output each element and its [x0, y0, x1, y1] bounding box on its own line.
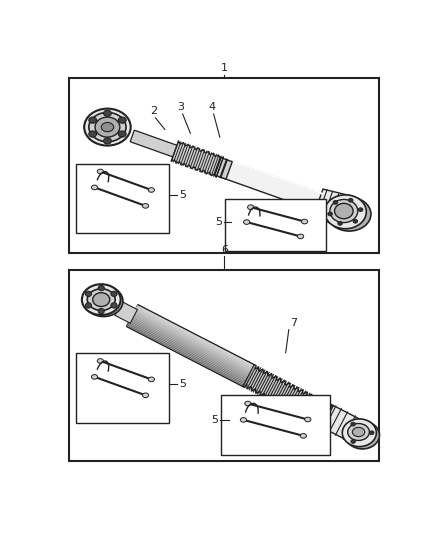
- Text: 6: 6: [221, 245, 228, 255]
- Bar: [69, 78, 379, 253]
- Ellipse shape: [97, 169, 103, 174]
- Text: 3: 3: [177, 102, 184, 112]
- Text: 4: 4: [208, 102, 215, 112]
- Ellipse shape: [93, 293, 110, 306]
- Ellipse shape: [358, 208, 363, 212]
- Polygon shape: [218, 159, 323, 212]
- Ellipse shape: [84, 286, 123, 317]
- Ellipse shape: [148, 377, 155, 382]
- Ellipse shape: [92, 375, 98, 379]
- Polygon shape: [243, 365, 333, 427]
- Ellipse shape: [330, 199, 358, 223]
- Ellipse shape: [118, 131, 126, 137]
- Ellipse shape: [89, 117, 96, 123]
- Ellipse shape: [101, 123, 113, 132]
- Ellipse shape: [148, 188, 155, 192]
- Ellipse shape: [300, 433, 307, 438]
- Polygon shape: [127, 305, 256, 387]
- Text: 1: 1: [221, 63, 228, 73]
- Ellipse shape: [87, 289, 115, 310]
- Ellipse shape: [240, 417, 247, 422]
- Ellipse shape: [84, 109, 131, 146]
- Ellipse shape: [245, 401, 251, 406]
- Ellipse shape: [82, 284, 120, 315]
- Ellipse shape: [325, 195, 366, 229]
- Bar: [221, 395, 330, 455]
- Ellipse shape: [142, 393, 148, 398]
- Ellipse shape: [342, 419, 376, 447]
- Ellipse shape: [333, 200, 338, 204]
- Ellipse shape: [346, 421, 379, 449]
- Text: 5: 5: [179, 378, 186, 389]
- Polygon shape: [214, 158, 232, 179]
- Ellipse shape: [348, 424, 369, 440]
- Ellipse shape: [85, 303, 92, 308]
- Ellipse shape: [89, 131, 96, 137]
- Ellipse shape: [92, 185, 98, 190]
- Text: 5: 5: [215, 217, 222, 227]
- Ellipse shape: [351, 422, 356, 426]
- Ellipse shape: [97, 359, 103, 364]
- Ellipse shape: [89, 112, 126, 142]
- Polygon shape: [115, 302, 138, 323]
- Ellipse shape: [142, 204, 148, 208]
- Ellipse shape: [103, 138, 111, 144]
- Ellipse shape: [297, 234, 304, 239]
- Ellipse shape: [353, 219, 358, 223]
- Ellipse shape: [103, 110, 111, 116]
- Ellipse shape: [244, 220, 250, 224]
- Text: 5: 5: [179, 190, 186, 200]
- Polygon shape: [130, 130, 179, 157]
- Bar: [77, 164, 170, 233]
- Text: 7: 7: [290, 318, 297, 328]
- Bar: [77, 353, 170, 423]
- Ellipse shape: [111, 303, 117, 308]
- Ellipse shape: [305, 417, 311, 422]
- Bar: [225, 199, 326, 251]
- Ellipse shape: [351, 440, 356, 443]
- Text: 5: 5: [211, 415, 218, 425]
- Ellipse shape: [247, 205, 254, 209]
- Ellipse shape: [111, 291, 117, 296]
- Ellipse shape: [352, 427, 365, 437]
- Ellipse shape: [338, 221, 343, 225]
- Ellipse shape: [369, 431, 374, 435]
- Ellipse shape: [118, 117, 126, 123]
- Polygon shape: [171, 141, 223, 177]
- Ellipse shape: [335, 203, 353, 219]
- Ellipse shape: [328, 212, 332, 216]
- Polygon shape: [314, 189, 351, 228]
- Polygon shape: [320, 405, 365, 443]
- Text: 2: 2: [150, 106, 158, 116]
- Ellipse shape: [95, 117, 120, 137]
- Ellipse shape: [85, 291, 92, 296]
- Ellipse shape: [98, 285, 104, 291]
- Bar: [69, 270, 379, 461]
- Ellipse shape: [348, 198, 353, 202]
- Ellipse shape: [301, 219, 307, 224]
- Ellipse shape: [98, 309, 104, 314]
- Ellipse shape: [328, 197, 371, 231]
